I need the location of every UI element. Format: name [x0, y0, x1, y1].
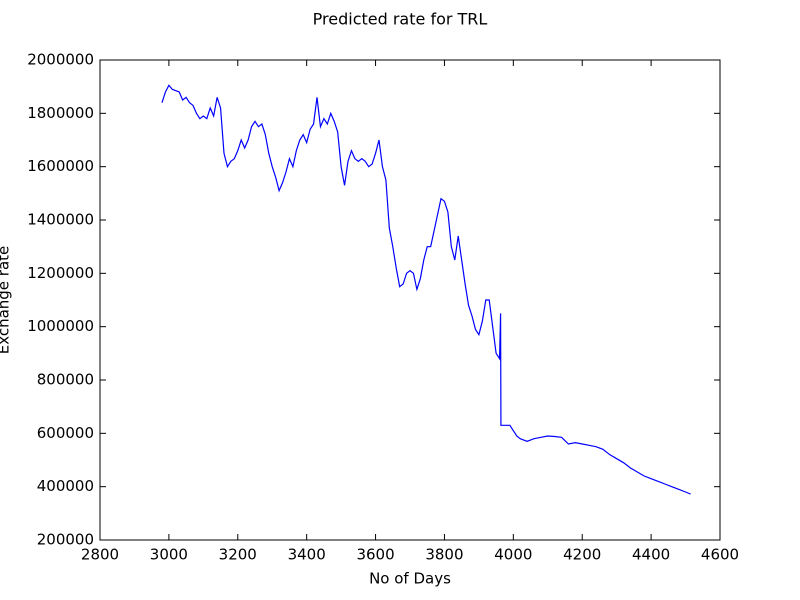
x-tick-label: 3400 — [288, 546, 326, 564]
plot-frame — [99, 59, 721, 541]
y-tick-label: 200000 — [37, 531, 94, 549]
x-tick-label: 4400 — [632, 546, 670, 564]
x-tick-label: 3000 — [150, 546, 188, 564]
x-tick-label: 3800 — [425, 546, 463, 564]
y-tick-label: 800000 — [37, 371, 94, 389]
chart-title: Predicted rate for TRL — [313, 10, 488, 29]
y-tick-label: 2000000 — [27, 51, 94, 69]
y-tick-label: 1800000 — [27, 104, 94, 122]
y-tick-label: 1000000 — [27, 317, 94, 335]
y-tick-label: 1200000 — [27, 264, 94, 282]
y-axis-label: Exchange rate — [0, 246, 13, 355]
line — [161, 84, 691, 495]
x-tick-label: 4600 — [701, 546, 739, 564]
x-tick-label: 3200 — [219, 546, 257, 564]
x-tick-label: 2800 — [81, 546, 119, 564]
y-tick-label: 1400000 — [27, 211, 94, 229]
x-tick-label: 3600 — [356, 546, 394, 564]
y-tick-label: 1600000 — [27, 157, 94, 175]
y-tick-label: 600000 — [37, 424, 94, 442]
x-axis-label: No of Days — [369, 570, 451, 588]
x-tick-label: 4200 — [563, 546, 601, 564]
x-tick-label: 4000 — [494, 546, 532, 564]
y-tick-label: 400000 — [37, 477, 94, 495]
